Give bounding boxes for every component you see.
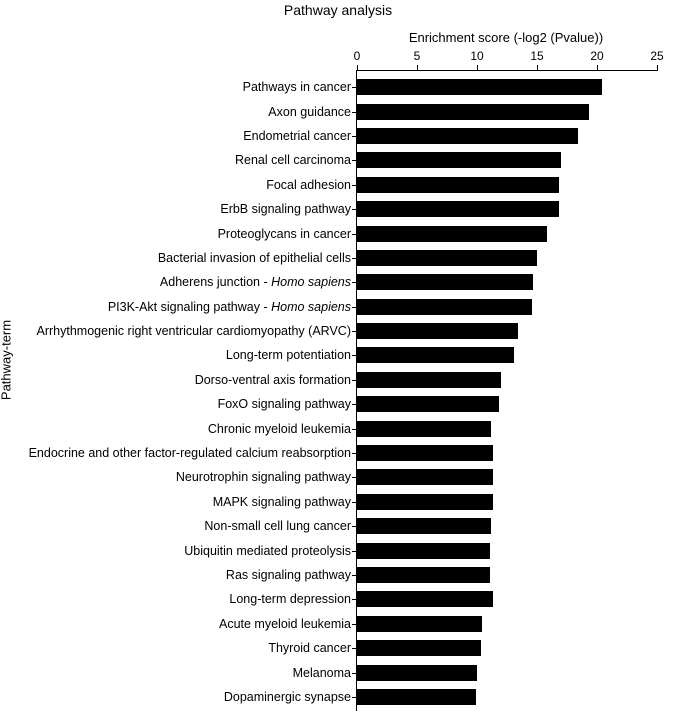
bar bbox=[357, 591, 493, 607]
y-axis-label: Pathway-term bbox=[0, 320, 14, 400]
bar-row: Ubiquitin mediated proteolysis bbox=[357, 538, 657, 562]
x-tick-label: 0 bbox=[354, 49, 361, 63]
bar bbox=[357, 152, 561, 168]
bar bbox=[357, 177, 559, 193]
category-label: Ras signaling pathway bbox=[226, 568, 357, 582]
category-label: Dorso-ventral axis formation bbox=[195, 373, 357, 387]
bar bbox=[357, 567, 490, 583]
x-tick-label: 5 bbox=[414, 49, 421, 63]
bar bbox=[357, 689, 476, 705]
x-tick bbox=[597, 65, 598, 71]
bar-row: Chronic myeloid leukemia bbox=[357, 416, 657, 440]
bar bbox=[357, 518, 491, 534]
bar-row: Pathways in cancer bbox=[357, 75, 657, 99]
bar-row: Endocrine and other factor-regulated cal… bbox=[357, 441, 657, 465]
bar bbox=[357, 616, 482, 632]
bar bbox=[357, 445, 493, 461]
category-label: Proteoglycans in cancer bbox=[218, 227, 357, 241]
bar-row: Adherens junction - Homo sapiens bbox=[357, 270, 657, 294]
bar-row: Neurotrophin signaling pathway bbox=[357, 465, 657, 489]
bars-container: Pathways in cancerAxon guidanceEndometri… bbox=[357, 75, 657, 709]
x-tick-label: 20 bbox=[590, 49, 603, 63]
bar bbox=[357, 79, 602, 95]
category-label: Renal cell carcinoma bbox=[235, 153, 357, 167]
category-label: Melanoma bbox=[293, 666, 357, 680]
bar bbox=[357, 543, 490, 559]
bar-row: Dorso-ventral axis formation bbox=[357, 368, 657, 392]
x-tick bbox=[417, 65, 418, 71]
bar-row: MAPK signaling pathway bbox=[357, 490, 657, 514]
category-label: Chronic myeloid leukemia bbox=[208, 422, 357, 436]
bar-row: PI3K-Akt signaling pathway - Homo sapien… bbox=[357, 295, 657, 319]
x-axis-label: Enrichment score (-log2 (Pvalue)) bbox=[356, 30, 656, 45]
category-label: ErbB signaling pathway bbox=[220, 202, 357, 216]
category-label: Axon guidance bbox=[268, 105, 357, 119]
x-tick bbox=[537, 65, 538, 71]
bar bbox=[357, 469, 493, 485]
category-label: Arrhythmogenic right ventricular cardiom… bbox=[37, 324, 357, 338]
bar-row: Ras signaling pathway bbox=[357, 563, 657, 587]
category-label: Neurotrophin signaling pathway bbox=[176, 470, 357, 484]
bar bbox=[357, 494, 493, 510]
bar bbox=[357, 250, 537, 266]
bar bbox=[357, 396, 499, 412]
bar bbox=[357, 323, 518, 339]
bar-row: Renal cell carcinoma bbox=[357, 148, 657, 172]
bar-row: Non-small cell lung cancer bbox=[357, 514, 657, 538]
x-tick bbox=[357, 65, 358, 71]
bar-row: FoxO signaling pathway bbox=[357, 392, 657, 416]
bar-row: Long-term potentiation bbox=[357, 343, 657, 367]
x-tick bbox=[477, 65, 478, 71]
bar-row: Thyroid cancer bbox=[357, 636, 657, 660]
bar-row: Endometrial cancer bbox=[357, 124, 657, 148]
bar-row: Arrhythmogenic right ventricular cardiom… bbox=[357, 319, 657, 343]
category-label: Acute myeloid leukemia bbox=[219, 617, 357, 631]
category-label: Focal adhesion bbox=[266, 178, 357, 192]
x-tick-label: 10 bbox=[470, 49, 483, 63]
bar-row: Focal adhesion bbox=[357, 173, 657, 197]
category-label: Adherens junction - Homo sapiens bbox=[160, 275, 357, 289]
bar-row: Dopaminergic synapse bbox=[357, 685, 657, 709]
category-label: Endometrial cancer bbox=[243, 129, 357, 143]
plot-area: Pathways in cancerAxon guidanceEndometri… bbox=[356, 70, 657, 711]
category-label: Dopaminergic synapse bbox=[224, 690, 357, 704]
category-label: Endocrine and other factor-regulated cal… bbox=[29, 446, 357, 460]
bar bbox=[357, 665, 477, 681]
x-tick-label: 15 bbox=[530, 49, 543, 63]
x-tick bbox=[657, 65, 658, 71]
category-label: MAPK signaling pathway bbox=[213, 495, 357, 509]
bar bbox=[357, 421, 491, 437]
chart-title: Pathway analysis bbox=[0, 2, 676, 18]
bar bbox=[357, 201, 559, 217]
bar-row: Long-term depression bbox=[357, 587, 657, 611]
category-label: Ubiquitin mediated proteolysis bbox=[184, 544, 357, 558]
bar-row: Melanoma bbox=[357, 660, 657, 684]
category-label: PI3K-Akt signaling pathway - Homo sapien… bbox=[108, 300, 357, 314]
bar-row: Axon guidance bbox=[357, 99, 657, 123]
category-label: Thyroid cancer bbox=[268, 641, 357, 655]
bar-row: Bacterial invasion of epithelial cells bbox=[357, 246, 657, 270]
bar bbox=[357, 640, 481, 656]
bar bbox=[357, 104, 589, 120]
bar-row: Proteoglycans in cancer bbox=[357, 221, 657, 245]
category-label: Bacterial invasion of epithelial cells bbox=[158, 251, 357, 265]
bar bbox=[357, 274, 533, 290]
bar bbox=[357, 128, 578, 144]
bar-row: ErbB signaling pathway bbox=[357, 197, 657, 221]
bar bbox=[357, 299, 532, 315]
category-label: Non-small cell lung cancer bbox=[204, 519, 357, 533]
bar bbox=[357, 226, 547, 242]
category-label: Long-term depression bbox=[229, 592, 357, 606]
bar bbox=[357, 372, 501, 388]
category-label: Pathways in cancer bbox=[243, 80, 357, 94]
x-tick-label: 25 bbox=[650, 49, 663, 63]
bar-row: Acute myeloid leukemia bbox=[357, 612, 657, 636]
bar bbox=[357, 347, 514, 363]
category-label: FoxO signaling pathway bbox=[218, 397, 357, 411]
pathway-analysis-figure: Pathway analysis Enrichment score (-log2… bbox=[0, 0, 676, 726]
category-label: Long-term potentiation bbox=[226, 348, 357, 362]
